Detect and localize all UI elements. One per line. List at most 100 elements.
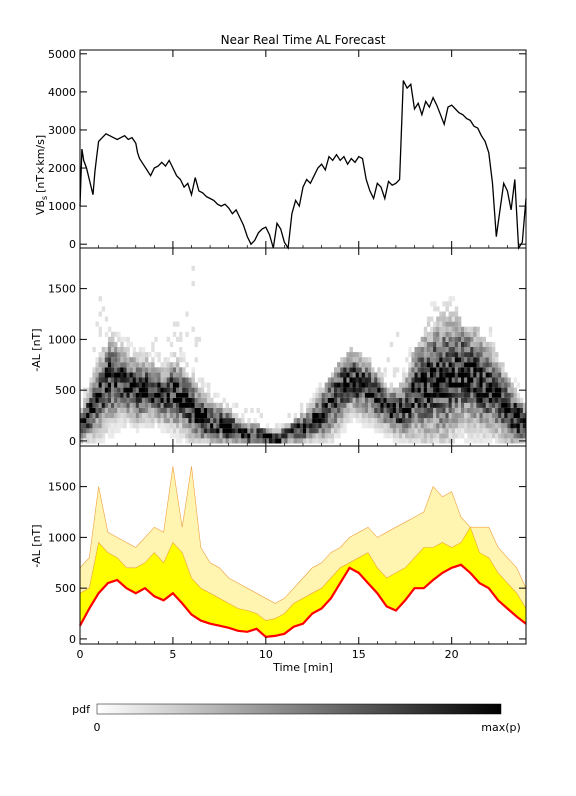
pdf-cell: [293, 433, 298, 439]
pdf-cell: [411, 372, 415, 378]
pdf-cell: [482, 402, 486, 408]
pdf-cell: [188, 377, 192, 383]
pdf-cell: [182, 428, 186, 434]
pdf-cell: [169, 402, 174, 408]
pdf-cell: [210, 418, 214, 424]
pdf-cell: [278, 423, 282, 429]
pdf-cell: [436, 402, 440, 408]
pdf-cell: [510, 402, 514, 408]
pdf-cell: [501, 423, 505, 429]
pdf-cell: [207, 387, 211, 393]
pdf-cell: [430, 362, 434, 368]
pdf-cell: [491, 402, 496, 408]
pdf-cell: [111, 418, 115, 424]
pdf-cell: [83, 433, 87, 439]
pdf-cell: [179, 382, 183, 388]
pdf-cell: [445, 433, 449, 439]
pdf-cell: [213, 433, 217, 439]
pdf-cell: [454, 306, 459, 312]
pdf-cell: [436, 362, 440, 368]
pdf-cell: [238, 438, 242, 444]
pdf-cell: [426, 433, 431, 439]
pdf-cell: [117, 413, 121, 419]
colorbar-min-label: 0: [94, 721, 101, 734]
pdf-cell: [488, 347, 493, 353]
pdf-cell: [207, 397, 211, 403]
pdf-cell: [470, 382, 474, 388]
pdf-cell: [182, 377, 186, 383]
pdf-cell: [123, 336, 127, 342]
pdf-cell: [157, 357, 161, 363]
pdf-cell: [467, 438, 471, 444]
pdf-cell: [448, 311, 452, 317]
pdf-cell: [287, 428, 291, 434]
pdf-cell: [402, 438, 406, 444]
pdf-cell: [160, 367, 164, 373]
pdf-cell: [358, 382, 363, 388]
pdf-cell: [185, 438, 189, 444]
pdf-cell: [454, 331, 459, 337]
pdf-cell: [312, 438, 316, 444]
pdf-cell: [160, 382, 164, 388]
pdf-cell: [176, 367, 180, 373]
pdf-cell: [197, 407, 202, 413]
pdf-cell: [433, 413, 437, 419]
pdf-cell: [278, 438, 282, 444]
pdf-cell: [135, 357, 140, 363]
pdf-cell: [334, 387, 338, 393]
pdf-cell: [132, 387, 137, 393]
pdf-cell: [507, 423, 511, 429]
pdf-cell: [169, 341, 174, 347]
pdf-cell: [439, 397, 443, 403]
pdf-cell: [281, 438, 285, 444]
pdf-cell: [402, 397, 406, 403]
pdf-cell: [476, 372, 480, 378]
pdf-cell: [120, 372, 124, 378]
pdf-cell: [182, 382, 186, 388]
pdf-cell: [457, 357, 462, 363]
panel3-ytick-label: 500: [55, 582, 76, 595]
pdf-cell: [473, 418, 477, 424]
pdf-cell: [464, 326, 468, 332]
pdf-cell: [303, 413, 307, 419]
pdf-cell: [179, 407, 183, 413]
pdf-cell: [176, 397, 180, 403]
pdf-cell: [355, 407, 360, 413]
pdf-cell: [111, 433, 115, 439]
pdf-cell: [120, 418, 124, 424]
pdf-cell: [430, 326, 434, 332]
pdf-cell: [411, 362, 415, 368]
pdf-cell: [495, 392, 499, 398]
pdf-cell: [135, 407, 140, 413]
pdf-cell: [107, 392, 112, 398]
pdf-cell: [244, 423, 248, 429]
pdf-cell: [414, 377, 418, 383]
pdf-cell: [439, 387, 443, 393]
pdf-cell: [101, 382, 106, 388]
pdf-cell: [185, 423, 189, 429]
pdf-cell: [433, 306, 437, 312]
pdf-cell: [426, 438, 431, 444]
pdf-cell: [225, 418, 229, 424]
pdf-cell: [423, 347, 428, 353]
pdf-cell: [163, 362, 167, 368]
pdf-cell: [392, 387, 397, 393]
pdf-cell: [470, 357, 474, 363]
pdf-cell: [482, 352, 486, 358]
pdf-cell: [157, 392, 161, 398]
pdf-cell: [451, 402, 456, 408]
pdf-cell: [488, 352, 493, 358]
pdf-cell: [327, 397, 332, 403]
pdf-cell: [436, 377, 440, 383]
pdf-cell: [228, 407, 233, 413]
pdf-cell: [129, 341, 133, 347]
pdf-cell: [107, 352, 112, 358]
pdf-cell: [182, 392, 186, 398]
pdf-cell: [117, 347, 121, 353]
pdf-cell: [107, 382, 112, 388]
pdf-cell: [98, 352, 102, 358]
pdf-cell: [426, 316, 431, 322]
pdf-cell: [504, 407, 508, 413]
pdf-cell: [461, 347, 465, 353]
pdf-cell: [123, 397, 127, 403]
